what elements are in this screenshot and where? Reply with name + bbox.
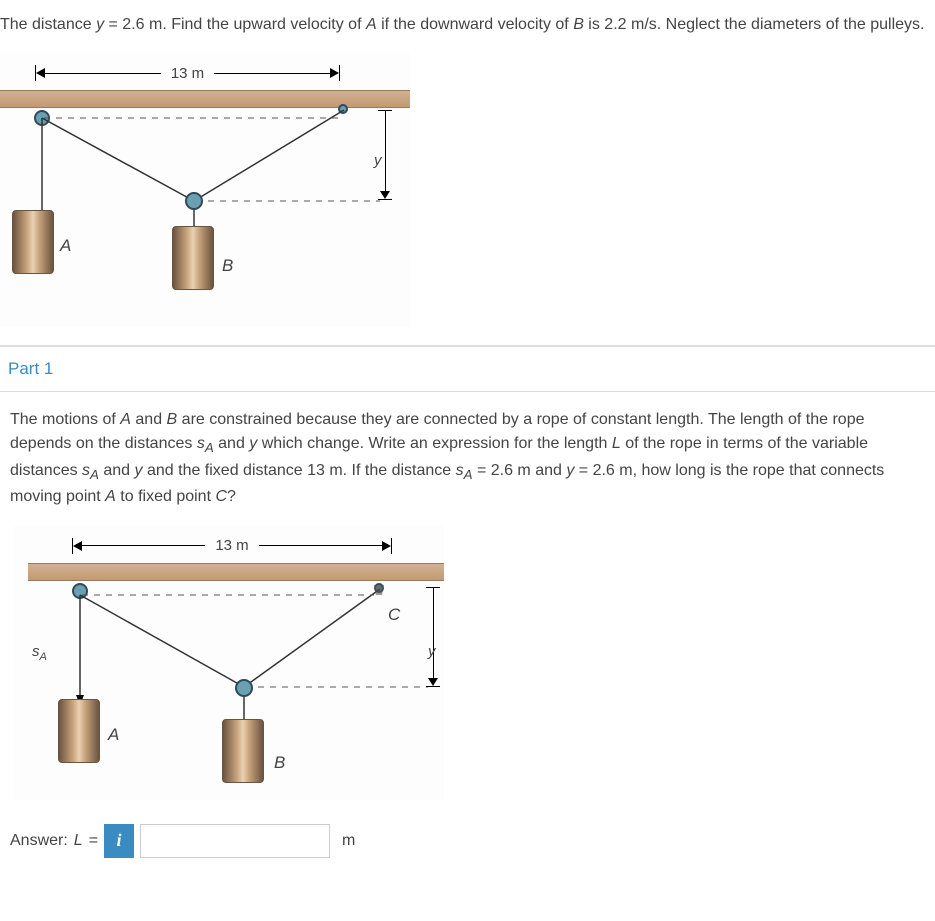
answer-row: Answer: L = i m xyxy=(0,814,935,872)
text: which change. Write an expression for th… xyxy=(257,435,612,452)
part-header: Part 1 xyxy=(0,346,935,392)
label-b: B xyxy=(222,256,233,276)
dimension-y xyxy=(424,587,442,687)
figure-2: 13 m A B C sA y xyxy=(14,525,444,800)
text: and xyxy=(131,411,167,428)
text: if the downward velocity of xyxy=(377,16,574,33)
cylinder-b xyxy=(172,226,214,290)
sub-a: A xyxy=(90,467,99,482)
answer-var: L xyxy=(74,832,83,850)
var-y: y xyxy=(135,462,143,479)
label-b: B xyxy=(274,753,285,773)
answer-eq: = xyxy=(89,832,98,850)
var-c: C xyxy=(215,488,227,505)
text: ? xyxy=(227,488,236,505)
var-a: A xyxy=(120,411,131,428)
label-y: y xyxy=(428,643,436,660)
text: to fixed point xyxy=(116,488,216,505)
sub-a: A xyxy=(40,651,47,663)
answer-input[interactable] xyxy=(140,824,330,858)
s: s xyxy=(82,462,90,479)
figure-1: 13 m A B y xyxy=(0,52,410,327)
var-a: A xyxy=(366,16,377,33)
text: and the fixed distance 13 m. If the dist… xyxy=(143,462,456,479)
text: The motions of xyxy=(10,411,120,428)
cylinder-a xyxy=(12,210,54,274)
answer-label: Answer: xyxy=(10,832,68,850)
text: and xyxy=(99,462,135,479)
dim-tick xyxy=(378,199,392,200)
part-body: The motions of A and B are constrained b… xyxy=(0,392,935,518)
var-sa: sA xyxy=(456,462,473,479)
var-sa: sA xyxy=(197,435,214,452)
text: and xyxy=(214,435,250,452)
label-y: y xyxy=(374,152,382,169)
label-sa: sA xyxy=(32,643,47,663)
text: The distance xyxy=(0,16,96,33)
part-title: Part 1 xyxy=(8,359,53,378)
cylinder-a xyxy=(58,699,100,763)
arrow-down-icon xyxy=(428,678,438,686)
dim-tick xyxy=(426,686,440,687)
label-a: A xyxy=(108,725,119,745)
var-sa: sA xyxy=(82,462,99,479)
text: is 2.2 m/s. Neglect the diameters of the… xyxy=(584,16,925,33)
info-icon[interactable]: i xyxy=(104,824,134,858)
arrow-down-icon xyxy=(380,191,390,199)
cylinder-b xyxy=(222,719,264,783)
sub-a: A xyxy=(205,441,214,456)
answer-unit: m xyxy=(342,832,355,850)
var-b: B xyxy=(573,16,584,33)
var-y: y xyxy=(96,16,104,33)
var-l: L xyxy=(612,435,621,452)
sub-a: A xyxy=(464,467,473,482)
s: s xyxy=(197,435,205,452)
pulley-b xyxy=(235,679,253,697)
label-c: C xyxy=(388,605,400,625)
s: s xyxy=(456,462,464,479)
dim-line xyxy=(385,111,386,191)
label-a: A xyxy=(60,236,71,256)
s: s xyxy=(32,643,40,660)
dim-line xyxy=(433,588,434,678)
var-a: A xyxy=(105,488,116,505)
text: = 2.6 m and xyxy=(473,462,567,479)
var-b: B xyxy=(167,411,178,428)
text: = 2.6 m. Find the upward velocity of xyxy=(104,16,366,33)
problem-statement: The distance y = 2.6 m. Find the upward … xyxy=(0,0,935,46)
